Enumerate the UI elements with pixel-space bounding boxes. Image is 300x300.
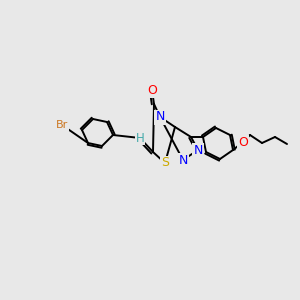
Text: N: N bbox=[155, 110, 165, 124]
Text: N: N bbox=[193, 143, 203, 157]
Text: O: O bbox=[147, 83, 157, 97]
Text: N: N bbox=[178, 154, 188, 166]
Text: S: S bbox=[161, 157, 169, 169]
Text: H: H bbox=[136, 131, 144, 145]
Text: O: O bbox=[238, 136, 248, 148]
Text: Br: Br bbox=[56, 120, 68, 130]
